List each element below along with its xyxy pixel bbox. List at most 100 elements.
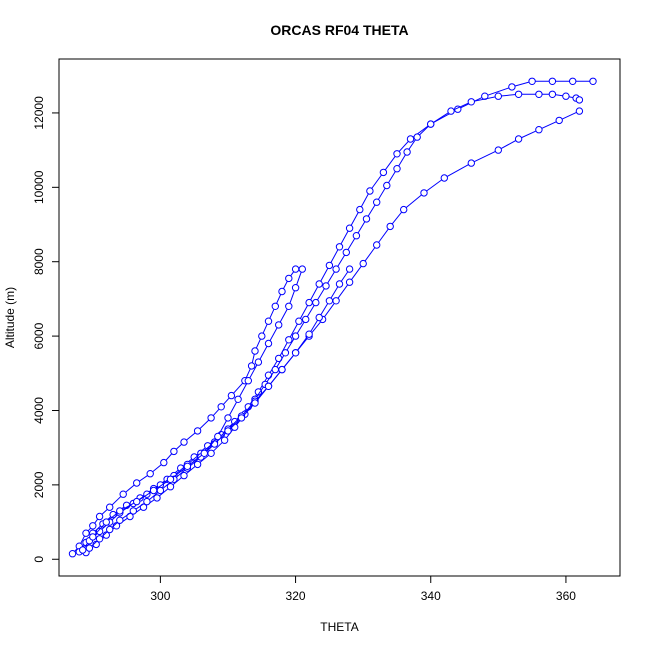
data-point [315, 313, 323, 322]
data-point [220, 436, 229, 444]
y-axis-label: Altitude (m) [3, 287, 17, 348]
data-point [129, 507, 138, 515]
data-point [386, 222, 394, 231]
data-point [403, 148, 411, 156]
data-point [166, 483, 175, 491]
data-point [362, 215, 371, 223]
data-point [356, 205, 364, 214]
data-point [335, 243, 344, 251]
data-point [116, 516, 124, 524]
data-point [400, 205, 408, 214]
data-point [89, 533, 97, 541]
x-tick-label: 340 [421, 589, 441, 603]
data-point [535, 90, 543, 99]
data-point [305, 330, 313, 338]
data-point [119, 490, 127, 498]
data-point [420, 189, 428, 197]
data-point [278, 287, 286, 296]
data-point [575, 96, 584, 104]
data-point [271, 302, 279, 310]
data-point [555, 116, 563, 125]
data-point [467, 159, 475, 167]
y-tick-label: 10000 [32, 170, 46, 204]
x-axis: 300 320 340 360 [150, 576, 576, 603]
data-series-layer [68, 77, 597, 558]
data-point [291, 265, 300, 273]
series-6 [89, 265, 306, 541]
data-point [322, 282, 330, 290]
data-point [234, 395, 242, 403]
y-tick-label: 0 [32, 556, 46, 563]
data-point [251, 347, 259, 355]
data-point [548, 77, 557, 86]
plot-frame [58, 58, 621, 577]
data-point [89, 522, 97, 530]
data-point [291, 332, 300, 340]
data-point [244, 377, 253, 385]
data-point [82, 529, 90, 537]
data-point [227, 391, 236, 400]
data-point [569, 77, 577, 86]
data-point [535, 126, 543, 134]
x-tick-label: 320 [286, 589, 306, 603]
data-point [359, 259, 367, 268]
data-point [467, 98, 475, 106]
data-point [427, 120, 435, 128]
data-point [373, 198, 381, 206]
data-point [106, 503, 114, 511]
data-point [153, 494, 161, 502]
data-point [193, 460, 202, 469]
data-point [494, 146, 502, 154]
data-point [160, 458, 168, 467]
data-point [335, 280, 344, 288]
data-point [207, 414, 215, 422]
data-point [183, 462, 192, 470]
data-point [302, 315, 310, 324]
data-point [285, 302, 293, 310]
data-point [95, 535, 104, 543]
y-axis: 0 2000 4000 6000 8000 10000 12000 [32, 96, 59, 563]
data-point [325, 297, 334, 305]
data-point [264, 382, 273, 390]
data-point [285, 274, 293, 283]
data-point [342, 248, 350, 257]
data-point [200, 449, 209, 457]
data-point [102, 518, 111, 526]
data-point [332, 297, 340, 305]
data-point [332, 265, 340, 273]
data-point [207, 449, 215, 457]
data-point [494, 92, 502, 100]
x-tick-label: 360 [556, 589, 576, 603]
data-point [440, 174, 448, 182]
series-3 [82, 90, 584, 557]
data-point [447, 107, 455, 115]
data-point [373, 241, 381, 249]
data-point [345, 265, 354, 273]
data-point [589, 77, 597, 86]
data-point [95, 512, 104, 521]
data-point [291, 284, 300, 292]
data-point [575, 107, 584, 115]
y-tick-label: 12000 [32, 96, 46, 130]
data-point [109, 510, 117, 519]
data-point [193, 427, 202, 435]
data-point [95, 527, 104, 536]
x-axis-label: THETA [320, 620, 358, 634]
data-point [170, 447, 178, 456]
data-point [345, 278, 354, 286]
data-point [224, 427, 232, 435]
data-point [247, 362, 256, 370]
data-point [514, 135, 523, 143]
data-point [258, 332, 266, 340]
data-point [281, 349, 290, 357]
data-point [312, 298, 320, 307]
data-point [180, 471, 188, 480]
data-point [271, 365, 279, 374]
data-point [325, 261, 334, 270]
data-point [379, 168, 388, 177]
data-point [508, 83, 516, 91]
data-point [345, 224, 354, 232]
data-point [85, 544, 94, 552]
